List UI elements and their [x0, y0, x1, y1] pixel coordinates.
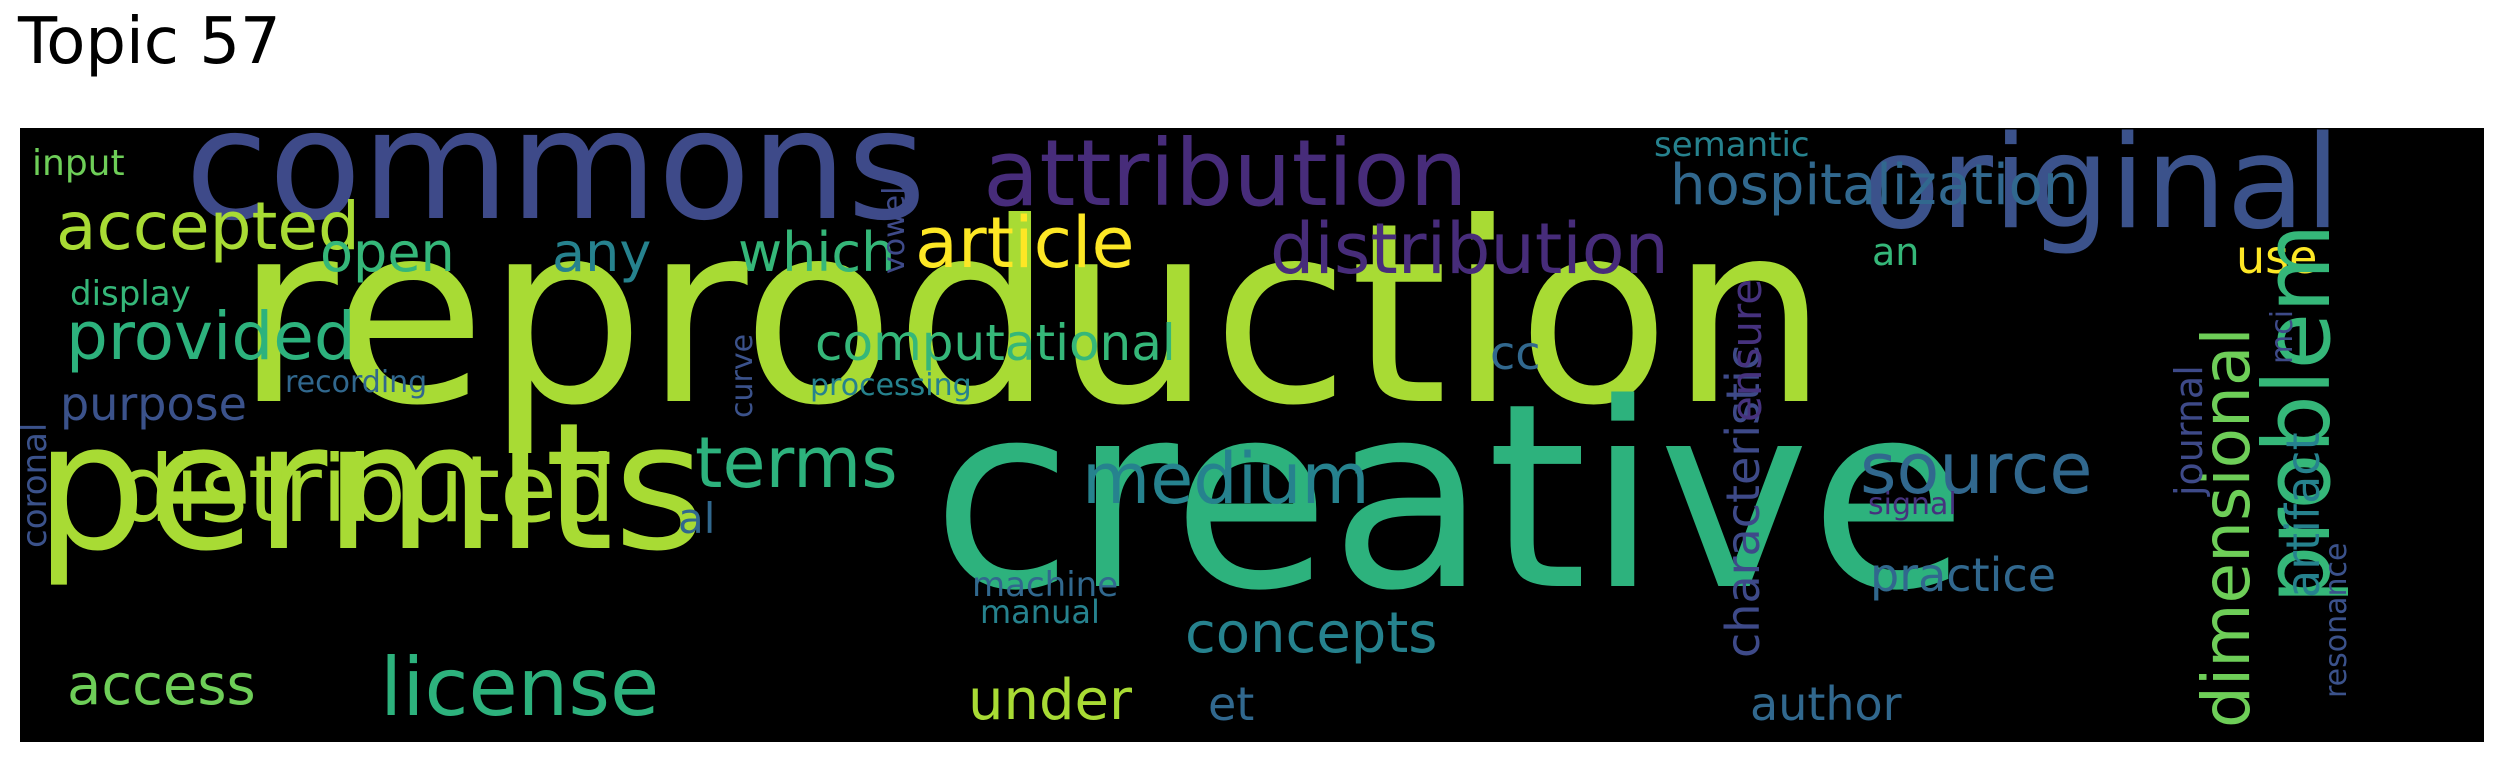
word-reproduction: reproduction	[235, 169, 1829, 460]
word-distributed: license	[380, 641, 660, 734]
word-article: distribution	[1270, 208, 1669, 290]
word-semantic: al	[678, 494, 716, 543]
word-under: any	[552, 221, 652, 284]
word-display: ensure	[1722, 278, 1771, 422]
word-hospitalization: et	[1208, 677, 1255, 731]
word-source: terms	[695, 422, 898, 504]
word-which: open	[320, 221, 455, 284]
word-curve: processing	[810, 368, 972, 403]
word-terms: article	[915, 202, 1135, 284]
word-accepted: access	[67, 653, 256, 718]
word-creative: creative	[932, 349, 1968, 647]
word-resonance: vowel	[877, 186, 912, 274]
word-open: provided	[66, 298, 356, 375]
word-characteristic: signal	[1868, 487, 1957, 522]
word-author: under	[968, 668, 1133, 733]
word-medium: distributed	[116, 436, 616, 543]
word-signal: purpose	[60, 377, 247, 431]
word-an: practice	[1870, 548, 2056, 602]
word-attribution: attribution	[983, 128, 1468, 227]
word-input: cc	[1490, 326, 1541, 380]
word-cc: computational	[815, 314, 1176, 372]
word-practice: use	[2236, 230, 2318, 284]
word-any: accepted	[56, 188, 360, 265]
word-problem: journal	[2167, 365, 2211, 496]
word-processing: semantic	[1654, 128, 1810, 165]
word-mci: mci	[2265, 309, 2300, 364]
word-journal: manual	[980, 593, 1100, 631]
word-coronal: curve	[725, 333, 760, 418]
word-dimensional: coronal	[20, 422, 55, 548]
word-machine: display	[70, 274, 191, 314]
page-title: Topic 57	[18, 5, 281, 79]
word-use: hospitalization	[1670, 153, 2079, 218]
word-cloud: reproduction creative commons permits or…	[20, 128, 2484, 742]
word-computational: author	[1750, 677, 1902, 731]
word-distribution: medium	[1082, 438, 1370, 520]
word-et: which	[738, 221, 896, 284]
word-commons: commons	[185, 128, 927, 254]
word-permits: permits	[35, 385, 706, 590]
word-vowel: recording	[285, 365, 428, 400]
word-original: original	[1862, 128, 2341, 258]
word-access: source	[1860, 428, 2093, 510]
word-al: concepts	[1185, 601, 1438, 666]
word-manual: input	[32, 143, 125, 184]
word-artifact: resonance	[2319, 542, 2354, 698]
word-ensure: machine	[972, 565, 1119, 605]
word-recording: an	[1872, 230, 1920, 274]
